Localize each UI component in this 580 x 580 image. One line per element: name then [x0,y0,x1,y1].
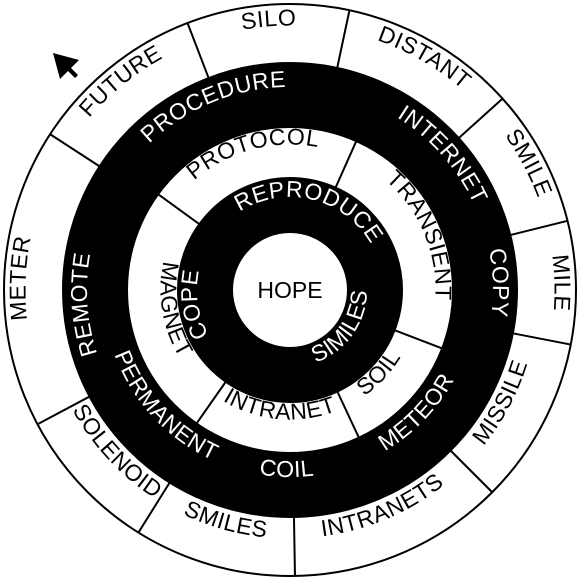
ring-segment [293,450,493,576]
ring-segment [37,396,170,533]
segment-divider [394,329,443,350]
center-circle [231,231,349,349]
ring-border [177,177,403,403]
segment-divider [263,346,278,400]
segment-divider [375,96,412,153]
ring-segment [353,348,502,499]
ring-segment [50,22,209,167]
segment-divider [195,381,227,425]
segment-divider [441,347,503,373]
segment-label: SILO [239,4,296,34]
arrow-pointer-icon [53,53,79,79]
ring-border [126,126,454,454]
segment-label: COPY [484,246,514,318]
ring-border [62,62,518,518]
segment-label-path: COIL [258,454,314,482]
ring-segment [178,193,277,400]
center-word: HOPE [257,277,322,303]
segment-label-path: MILE [547,253,575,312]
ring-segment [337,330,443,438]
segment-label-path: METER [4,234,35,322]
ring-segment [4,134,100,425]
segment-divider [437,193,497,223]
ring-segment [264,230,403,403]
segment-divider [193,437,223,497]
segment-divider [449,449,493,493]
segment-divider [186,22,210,79]
ring-segment [68,62,411,254]
ring-segment [187,3,350,79]
segment-label: MILE [547,253,575,312]
ring-segment [376,97,496,222]
ring-segment [63,238,138,372]
ring-border [3,3,577,577]
segment-divider [37,395,91,426]
segment-label-path: SILO [239,4,296,34]
segment-divider [334,140,358,189]
ring-segment [337,10,503,139]
segment-divider [336,10,351,69]
ring-segment [450,333,571,493]
ring-segment [196,381,359,454]
segment-label: METER [4,234,35,322]
ring-segment [234,177,385,260]
ring-segment [158,127,357,225]
segment-divider [338,229,386,261]
segment-divider [157,193,200,225]
ring-segment [78,348,222,496]
segment-label: COIL [258,454,315,482]
segment-divider [292,516,296,576]
segment-divider [512,332,571,346]
ring-segment [335,141,453,349]
segment-divider [49,133,101,168]
segment-divider [510,219,568,237]
segment-divider [77,347,139,373]
ring-segment [510,220,576,345]
segment-label-path: COPY [484,246,513,318]
segment-divider [336,391,360,439]
segment-divider [233,192,262,241]
segment-divider [458,97,504,139]
segment-divider [352,439,380,500]
ring-segment [458,98,568,236]
segment-divider [68,237,132,255]
ring-segment [126,194,226,424]
ring-segment [194,437,379,517]
segment-divider [137,481,171,534]
ring-segment [437,194,517,372]
